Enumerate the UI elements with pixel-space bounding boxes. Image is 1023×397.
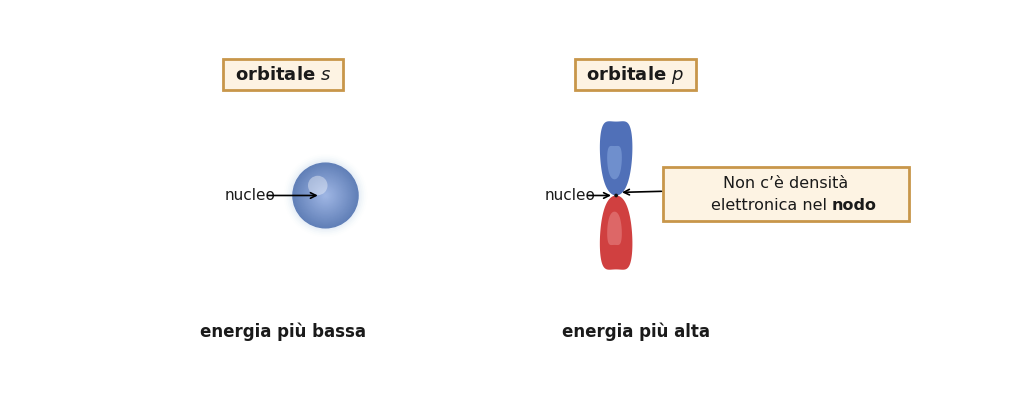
- Circle shape: [316, 187, 335, 204]
- Circle shape: [293, 163, 358, 228]
- Circle shape: [322, 192, 328, 199]
- Circle shape: [312, 182, 340, 209]
- FancyBboxPatch shape: [575, 59, 696, 90]
- Circle shape: [300, 170, 352, 222]
- Circle shape: [323, 193, 328, 198]
- Text: elettronica nel: elettronica nel: [711, 198, 833, 213]
- Circle shape: [305, 175, 346, 216]
- Circle shape: [310, 180, 341, 211]
- Circle shape: [301, 170, 351, 221]
- Text: energia più alta: energia più alta: [562, 322, 710, 341]
- FancyBboxPatch shape: [663, 167, 909, 221]
- Text: nodo: nodo: [832, 198, 877, 213]
- Circle shape: [320, 190, 331, 201]
- Circle shape: [312, 183, 339, 208]
- Text: nucleo: nucleo: [545, 188, 595, 203]
- Circle shape: [293, 162, 359, 229]
- Circle shape: [299, 169, 352, 222]
- FancyBboxPatch shape: [223, 59, 343, 90]
- Circle shape: [309, 179, 342, 212]
- Circle shape: [318, 188, 332, 203]
- Text: orbitale $p$: orbitale $p$: [586, 64, 684, 86]
- Circle shape: [317, 187, 333, 204]
- Circle shape: [315, 185, 337, 206]
- Circle shape: [311, 181, 340, 210]
- Circle shape: [298, 168, 353, 223]
- Circle shape: [316, 186, 336, 205]
- Circle shape: [305, 174, 347, 216]
- Circle shape: [321, 191, 329, 200]
- Polygon shape: [599, 121, 632, 195]
- Circle shape: [324, 195, 326, 196]
- Circle shape: [295, 165, 356, 226]
- Circle shape: [306, 176, 345, 215]
- Text: Non c’è densità: Non c’è densità: [723, 175, 848, 191]
- Circle shape: [291, 161, 360, 230]
- Circle shape: [314, 184, 337, 207]
- Circle shape: [301, 171, 350, 220]
- Circle shape: [320, 191, 330, 200]
- Circle shape: [307, 177, 344, 214]
- Circle shape: [308, 178, 344, 213]
- Circle shape: [297, 167, 354, 224]
- Polygon shape: [608, 146, 622, 179]
- Circle shape: [296, 166, 356, 225]
- Text: orbitale $s$: orbitale $s$: [234, 66, 331, 84]
- Circle shape: [308, 176, 327, 195]
- Circle shape: [304, 173, 348, 217]
- Text: energia più bassa: energia più bassa: [199, 322, 366, 341]
- Circle shape: [313, 183, 338, 208]
- Circle shape: [308, 179, 343, 212]
- Circle shape: [302, 172, 349, 219]
- Circle shape: [324, 194, 327, 197]
- Text: nucleo: nucleo: [225, 188, 275, 203]
- Circle shape: [297, 166, 355, 225]
- Circle shape: [303, 173, 348, 218]
- Polygon shape: [599, 195, 632, 270]
- Circle shape: [294, 164, 357, 227]
- Circle shape: [615, 194, 617, 197]
- Circle shape: [319, 189, 332, 202]
- Polygon shape: [608, 212, 622, 245]
